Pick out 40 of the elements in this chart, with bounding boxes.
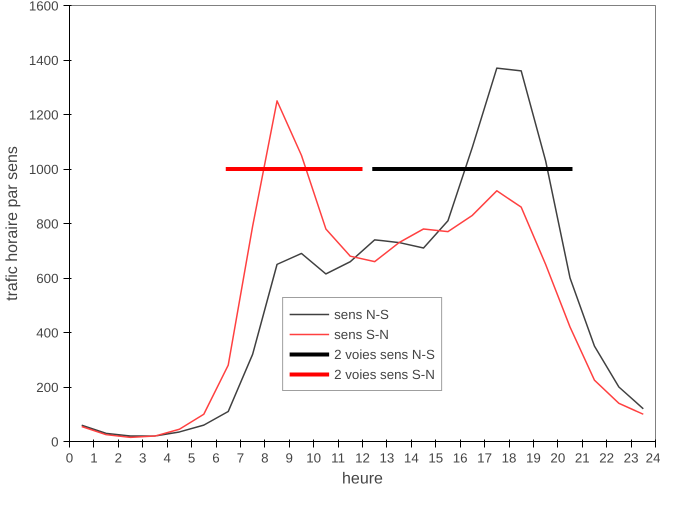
x-tick-label: 18	[502, 450, 516, 466]
legend-label: sens S-N	[334, 326, 389, 342]
x-tick-label: 21	[574, 450, 590, 466]
x-tick-label: 15	[428, 450, 444, 466]
y-tick-label: 1000	[28, 162, 59, 177]
y-tick-label: 1600	[28, 0, 59, 14]
x-tick-label: 4	[163, 450, 172, 466]
y-tick-label: 800	[36, 216, 59, 232]
x-tick-label: 17	[477, 450, 492, 466]
y-tick-label: 1400	[28, 53, 59, 68]
x-tick-label: 19	[526, 450, 541, 466]
x-tick-label: 16	[452, 450, 468, 466]
y-tick-label: 200	[36, 380, 59, 395]
x-tick-label: 9	[286, 450, 293, 466]
x-tick-label: 20	[550, 450, 566, 466]
x-tick-label: 10	[306, 450, 322, 466]
y-tick-label: 600	[36, 271, 59, 286]
x-tick-label: 13	[380, 450, 394, 466]
x-tick-label: 1	[90, 450, 98, 466]
x-tick-label: 22	[599, 450, 614, 466]
legend-label: sens N-S	[334, 306, 389, 322]
x-tick-label: 6	[212, 450, 220, 466]
y-tick-label: 0	[51, 434, 59, 450]
legend-label: 2 voies sens S-N	[334, 366, 435, 382]
x-axis-title: heure	[342, 470, 384, 488]
x-tick-label: 14	[404, 450, 420, 466]
x-tick-label: 24	[646, 450, 662, 466]
x-tick-label: 7	[236, 450, 244, 466]
x-tick-label: 12	[355, 450, 370, 466]
x-tick-label: 0	[66, 450, 74, 466]
x-tick-label: 3	[139, 450, 146, 466]
x-tick-label: 2	[114, 450, 122, 466]
x-tick-label: 8	[261, 450, 269, 466]
x-tick-label: 11	[331, 450, 346, 466]
legend-label: 2 voies sens N-S	[334, 346, 435, 362]
x-tick-label: 5	[188, 450, 196, 466]
x-tick-label: 23	[624, 450, 638, 466]
y-axis-title: trafic horaire par sens	[4, 146, 21, 301]
y-tick-label: 400	[36, 326, 59, 340]
y-tick-label: 1200	[28, 108, 59, 122]
